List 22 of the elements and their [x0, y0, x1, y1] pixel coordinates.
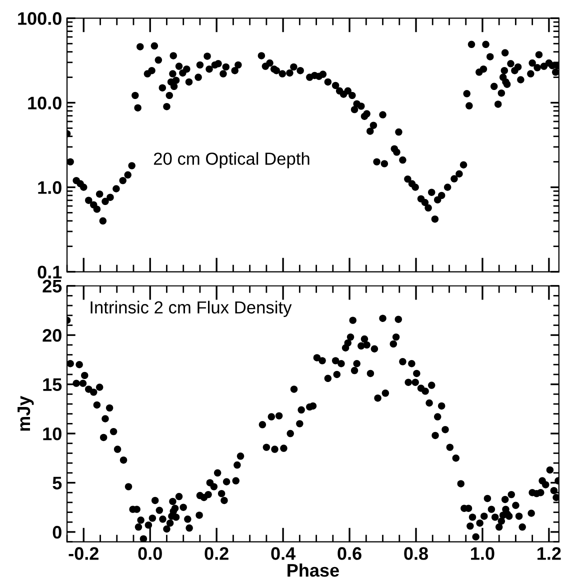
y-tick-label: 0 [52, 526, 62, 539]
x-tick-label: 0.4 [271, 547, 296, 560]
x-tick-label: 0.6 [338, 547, 362, 560]
y-tick-label: 20 [42, 329, 62, 342]
y-tick-label: 10 [43, 427, 62, 440]
x-tick-label: 0.0 [138, 547, 162, 560]
x-tick-label: 0.8 [404, 547, 428, 560]
x-tick-label: 1.0 [471, 547, 494, 560]
y-axis-title: mJy [18, 396, 34, 431]
annotation: 20 cm Optical Depth [154, 152, 310, 168]
y-tick-label: 0.1 [38, 266, 62, 278]
y-tick-label: 10.0 [28, 96, 62, 110]
y-tick-label: 1.0 [38, 181, 62, 194]
x-tick-label: 0.2 [204, 547, 228, 560]
x-tick-label: -0.2 [68, 547, 98, 560]
y-tick-label: 15 [43, 378, 62, 392]
y-tick-label: 5 [52, 476, 62, 490]
y-tick-label: 25 [42, 280, 62, 293]
y-tick-label: 100.0 [18, 12, 62, 25]
x-axis-title: Phase [288, 563, 339, 577]
annotation: Intrinsic 2 cm Flux Density [90, 300, 292, 317]
x-tick-label: 1.2 [538, 547, 561, 560]
